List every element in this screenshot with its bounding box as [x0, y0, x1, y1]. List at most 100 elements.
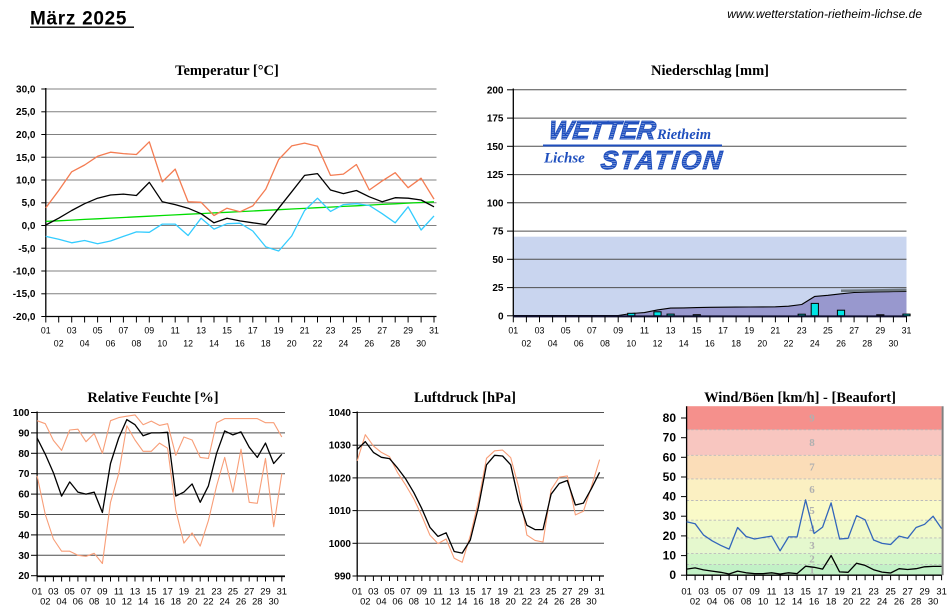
svg-text:20: 20 — [757, 338, 767, 348]
svg-text:11: 11 — [171, 326, 180, 336]
svg-text:28: 28 — [390, 338, 400, 348]
svg-text:200: 200 — [487, 85, 504, 96]
svg-text:25: 25 — [823, 326, 833, 336]
svg-text:08: 08 — [600, 338, 610, 348]
svg-text:20: 20 — [843, 596, 853, 607]
svg-text:23: 23 — [326, 326, 336, 336]
svg-text:26: 26 — [554, 596, 564, 607]
svg-text:11: 11 — [767, 586, 777, 597]
svg-text:29: 29 — [919, 586, 929, 597]
svg-text:07: 07 — [732, 586, 742, 597]
svg-text:11: 11 — [433, 586, 443, 597]
svg-text:8: 8 — [809, 437, 815, 449]
svg-text:08: 08 — [741, 596, 751, 607]
svg-text:50: 50 — [18, 510, 30, 521]
svg-text:12: 12 — [653, 338, 663, 348]
svg-text:26: 26 — [236, 596, 246, 607]
svg-text:16: 16 — [473, 596, 483, 607]
svg-text:50: 50 — [492, 255, 504, 266]
svg-text:26: 26 — [894, 596, 904, 607]
svg-text:01: 01 — [508, 326, 518, 336]
svg-text:Rietheim: Rietheim — [656, 127, 711, 143]
svg-text:16: 16 — [705, 338, 715, 348]
svg-text:06: 06 — [73, 596, 83, 607]
svg-text:26: 26 — [364, 338, 374, 348]
svg-text:27: 27 — [902, 586, 912, 597]
svg-text:02: 02 — [360, 596, 370, 607]
svg-text:06: 06 — [392, 596, 402, 607]
svg-text:18: 18 — [826, 596, 836, 607]
svg-text:30: 30 — [18, 551, 30, 562]
svg-text:24: 24 — [219, 596, 229, 607]
svg-text:40: 40 — [663, 490, 677, 504]
svg-text:60: 60 — [18, 490, 30, 501]
svg-text:14: 14 — [792, 596, 802, 607]
svg-text:30,0: 30,0 — [16, 85, 36, 96]
svg-text:22: 22 — [522, 596, 532, 607]
svg-text:7: 7 — [809, 462, 815, 474]
svg-text:05: 05 — [384, 586, 394, 597]
svg-text:23: 23 — [797, 326, 807, 336]
svg-text:27: 27 — [849, 326, 859, 336]
svg-text:4: 4 — [809, 524, 815, 536]
svg-text:31: 31 — [936, 586, 946, 597]
svg-text:10: 10 — [425, 596, 435, 607]
svg-text:50: 50 — [663, 470, 677, 484]
svg-text:0: 0 — [669, 568, 676, 582]
svg-text:30: 30 — [586, 596, 596, 607]
svg-text:02: 02 — [690, 596, 700, 607]
svg-text:31: 31 — [594, 586, 604, 597]
svg-text:-15,0: -15,0 — [13, 289, 36, 300]
svg-text:09: 09 — [144, 326, 154, 336]
svg-text:07: 07 — [400, 586, 410, 597]
svg-text:75: 75 — [492, 227, 504, 238]
svg-text:30: 30 — [416, 338, 426, 348]
svg-text:22: 22 — [860, 596, 870, 607]
svg-text:21: 21 — [514, 586, 524, 597]
svg-text:01: 01 — [681, 586, 691, 597]
svg-text:40: 40 — [18, 530, 30, 541]
svg-text:15: 15 — [465, 586, 475, 597]
svg-text:04: 04 — [56, 596, 66, 607]
svg-text:Relative Feuchte [%]: Relative Feuchte [%] — [87, 390, 218, 406]
svg-text:18: 18 — [171, 596, 181, 607]
svg-text:18: 18 — [261, 338, 271, 348]
svg-text:3: 3 — [809, 540, 815, 552]
svg-text:80: 80 — [18, 449, 30, 460]
svg-text:05: 05 — [64, 586, 74, 597]
svg-text:60: 60 — [663, 450, 677, 464]
svg-text:13: 13 — [783, 586, 793, 597]
svg-text:1030: 1030 — [329, 441, 352, 452]
svg-text:100: 100 — [13, 408, 30, 419]
svg-text:01: 01 — [41, 326, 51, 336]
svg-text:Wind/Böen [km/h] - [Beaufort]: Wind/Böen [km/h] - [Beaufort] — [704, 390, 896, 406]
svg-text:28: 28 — [911, 596, 921, 607]
svg-text:20: 20 — [287, 338, 297, 348]
svg-text:30: 30 — [889, 338, 899, 348]
svg-text:25,0: 25,0 — [16, 107, 36, 118]
svg-text:09: 09 — [417, 586, 427, 597]
svg-text:18: 18 — [731, 338, 741, 348]
svg-text:05: 05 — [715, 586, 725, 597]
svg-text:21: 21 — [851, 586, 861, 597]
svg-text:19: 19 — [179, 586, 189, 597]
svg-text:1010: 1010 — [329, 506, 352, 517]
svg-text:17: 17 — [162, 586, 172, 597]
svg-text:0,0: 0,0 — [22, 221, 36, 232]
svg-text:23: 23 — [211, 586, 221, 597]
svg-text:24: 24 — [877, 596, 887, 607]
svg-text:21: 21 — [771, 326, 781, 336]
svg-text:17: 17 — [718, 326, 728, 336]
svg-text:27: 27 — [562, 586, 572, 597]
svg-text:www.wetterstation-rietheim-lic: www.wetterstation-rietheim-lichse.de — [727, 7, 922, 21]
svg-text:30: 30 — [268, 596, 278, 607]
svg-text:22: 22 — [784, 338, 794, 348]
svg-text:19: 19 — [834, 586, 844, 597]
svg-text:13: 13 — [130, 586, 140, 597]
svg-text:03: 03 — [698, 586, 708, 597]
svg-text:03: 03 — [535, 326, 545, 336]
svg-text:24: 24 — [538, 596, 548, 607]
svg-text:11: 11 — [640, 326, 649, 336]
svg-text:1000: 1000 — [329, 539, 352, 550]
svg-text:02: 02 — [40, 596, 50, 607]
